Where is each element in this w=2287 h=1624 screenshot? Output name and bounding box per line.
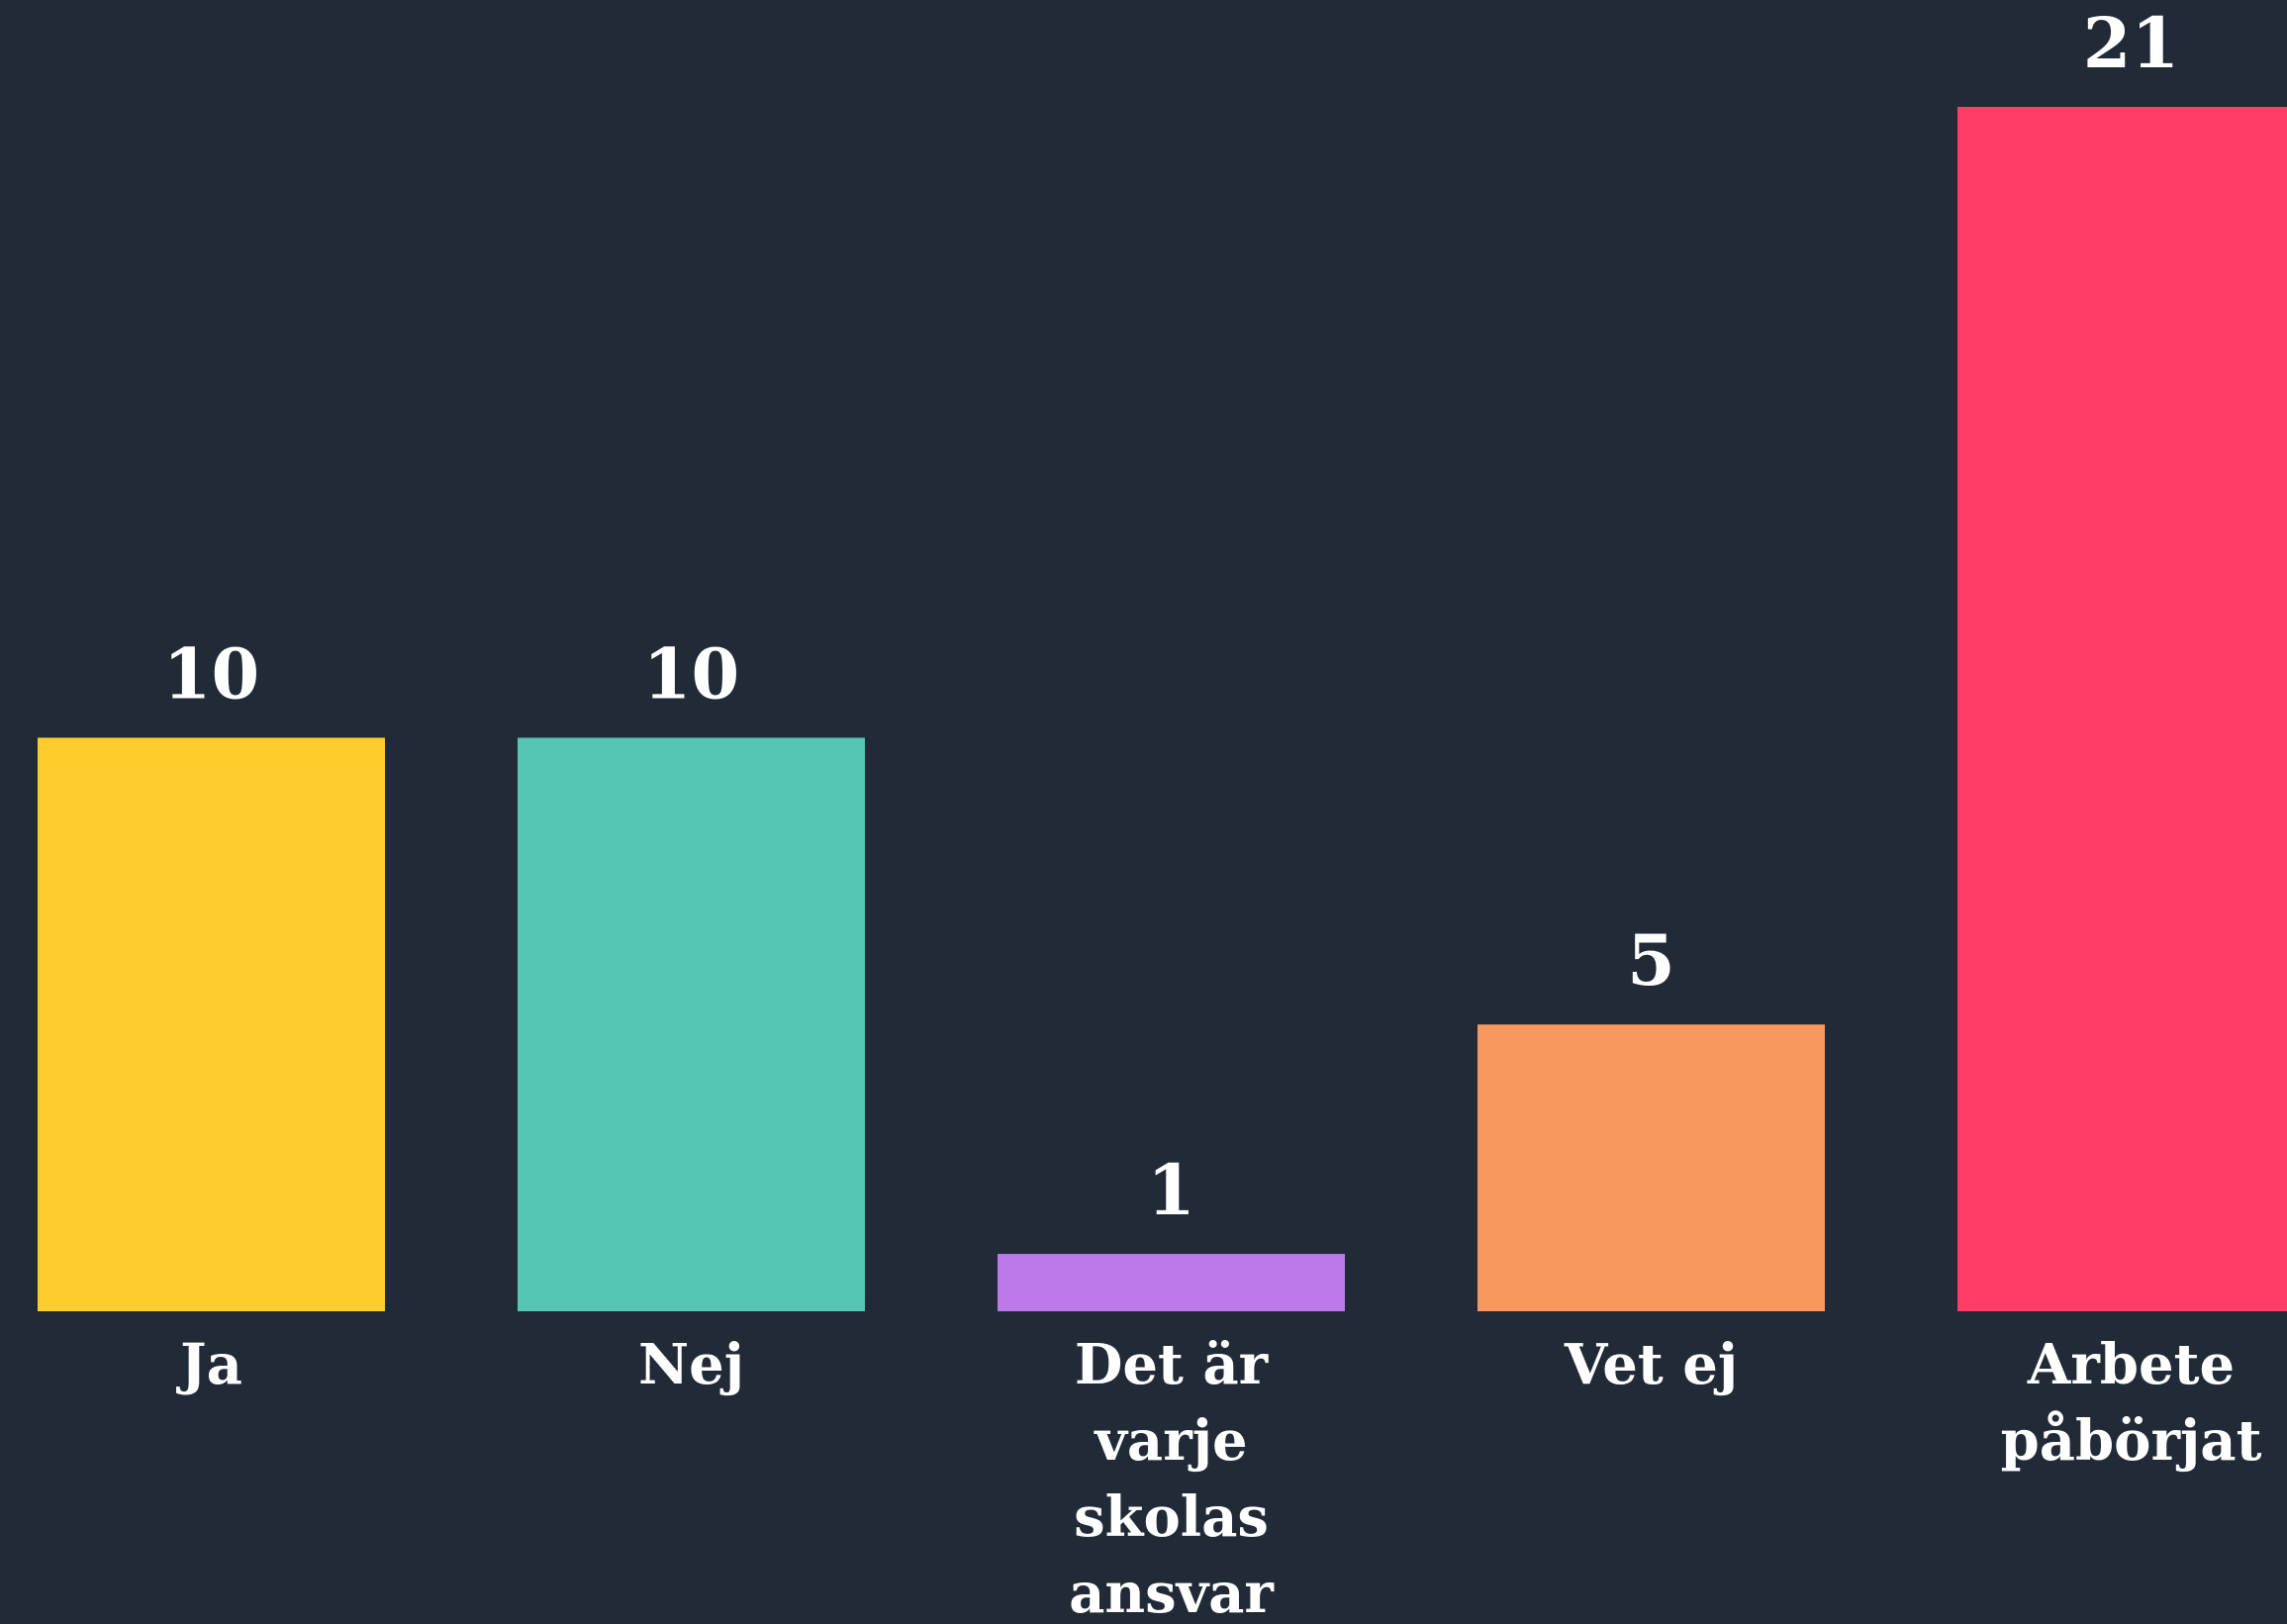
category-label: Arbete påbörjat — [2001, 1332, 2262, 1474]
bar — [998, 1254, 1345, 1311]
category-label: Vet ej — [1564, 1332, 1738, 1397]
bar — [1477, 1024, 1825, 1311]
value-label: 21 — [2083, 2, 2179, 84]
value-label: 1 — [1147, 1149, 1195, 1231]
category-label: Det är varje skolas ansvar — [1069, 1332, 1275, 1624]
category-label: Nej — [638, 1332, 744, 1397]
bar — [38, 737, 385, 1311]
value-label: 10 — [163, 632, 259, 715]
bar — [518, 737, 865, 1311]
value-label: 10 — [643, 632, 739, 715]
value-label: 5 — [1627, 919, 1675, 1002]
bar — [1957, 107, 2287, 1311]
category-label: Ja — [175, 1332, 242, 1397]
